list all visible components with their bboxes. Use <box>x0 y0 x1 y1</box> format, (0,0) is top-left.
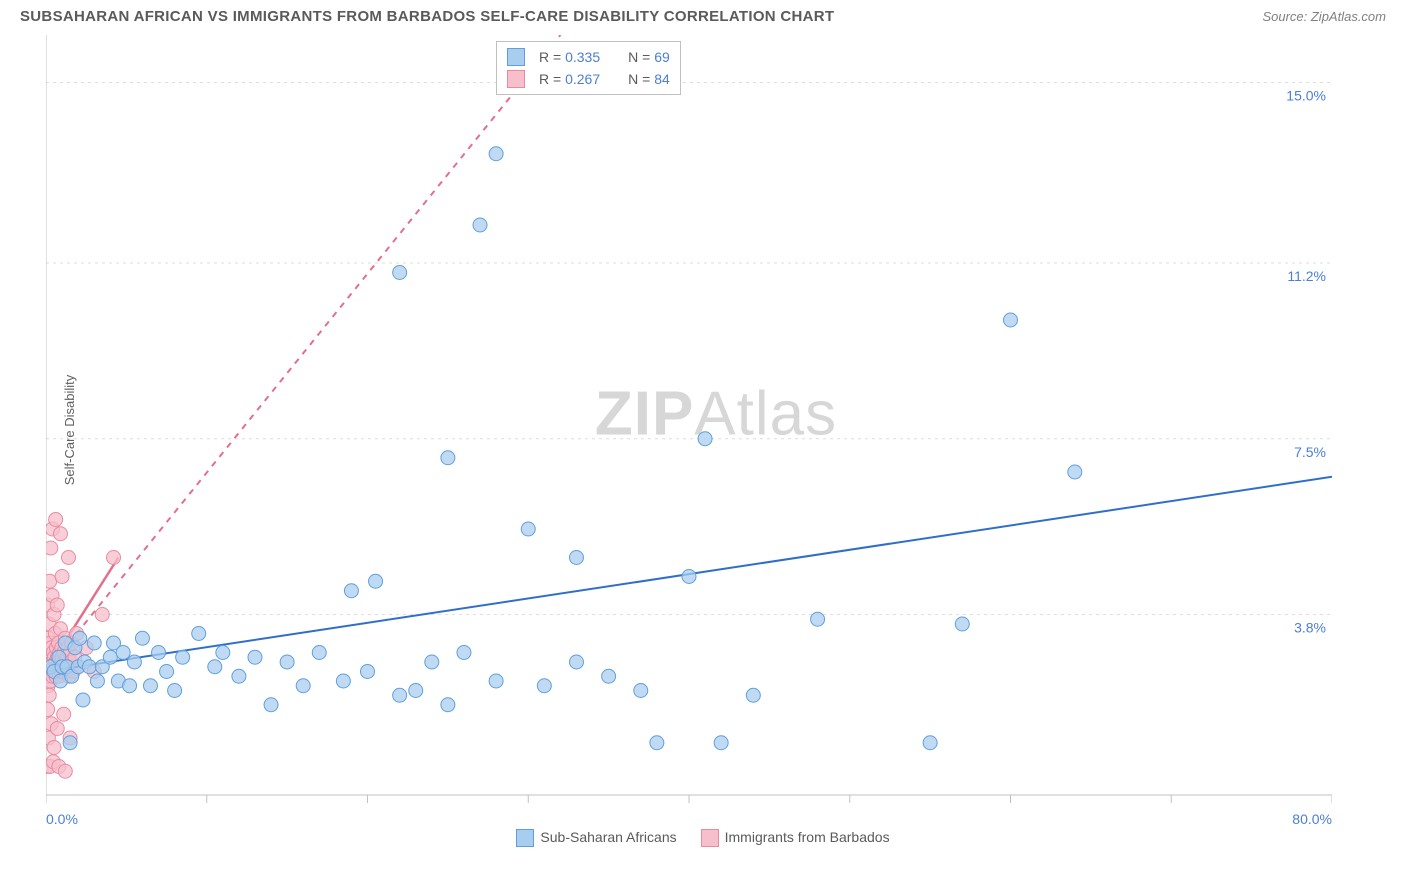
data-point <box>682 570 696 584</box>
data-point <box>47 741 61 755</box>
data-point <box>569 551 583 565</box>
data-point <box>46 703 55 717</box>
y-grid-label: 7.5% <box>1294 444 1326 460</box>
y-grid-label: 11.2% <box>1287 268 1326 284</box>
data-point <box>698 432 712 446</box>
data-point <box>569 655 583 669</box>
data-point <box>62 551 76 565</box>
data-point <box>473 218 487 232</box>
correlation-stats-box: R = 0.335N = 69R = 0.267N = 84 <box>496 41 681 95</box>
data-point <box>361 665 375 679</box>
scatter-plot-svg: 3.8% 7.5% 11.2% 15.0% <box>46 35 1332 815</box>
stats-swatch <box>507 70 525 88</box>
data-point <box>216 646 230 660</box>
data-point <box>46 541 58 555</box>
chart-header: SUBSAHARAN AFRICAN VS IMMIGRANTS FROM BA… <box>0 0 1406 29</box>
data-point <box>634 684 648 698</box>
data-point <box>489 147 503 161</box>
data-point <box>123 679 137 693</box>
data-point <box>87 636 101 650</box>
legend-bottom: Sub-Saharan Africans Immigrants from Bar… <box>0 829 1406 847</box>
data-point <box>1068 465 1082 479</box>
data-point <box>1004 313 1018 327</box>
chart-title: SUBSAHARAN AFRICAN VS IMMIGRANTS FROM BA… <box>20 8 834 25</box>
data-point <box>49 513 63 527</box>
data-point <box>409 684 423 698</box>
data-point <box>296 679 310 693</box>
legend-swatch-a <box>516 829 534 847</box>
data-point <box>650 736 664 750</box>
data-point <box>312 646 326 660</box>
data-point <box>127 655 141 669</box>
legend-swatch-b <box>701 829 719 847</box>
data-point <box>82 660 96 674</box>
data-point <box>46 688 56 702</box>
legend-item-a: Sub-Saharan Africans <box>516 829 676 847</box>
trend-line <box>46 35 560 672</box>
data-point <box>489 674 503 688</box>
stats-row: R = 0.335N = 69 <box>507 46 670 68</box>
data-point <box>369 574 383 588</box>
data-point <box>746 688 760 702</box>
data-point <box>116 646 130 660</box>
data-point <box>280 655 294 669</box>
data-point <box>55 570 69 584</box>
data-point <box>344 584 358 598</box>
data-point <box>58 764 72 778</box>
chart-source: Source: ZipAtlas.com <box>1262 9 1386 24</box>
data-point <box>95 608 109 622</box>
data-point <box>336 674 350 688</box>
data-point <box>168 684 182 698</box>
data-point <box>248 650 262 664</box>
data-point <box>714 736 728 750</box>
data-point <box>208 660 222 674</box>
data-point <box>955 617 969 631</box>
y-grid-label: 3.8% <box>1294 620 1326 636</box>
data-point <box>50 598 64 612</box>
data-point <box>53 527 67 541</box>
data-point <box>441 698 455 712</box>
data-point <box>160 665 174 679</box>
data-point <box>90 674 104 688</box>
data-point <box>143 679 157 693</box>
data-point <box>425 655 439 669</box>
data-point <box>393 266 407 280</box>
data-point <box>537 679 551 693</box>
data-point <box>50 722 64 736</box>
x-axis-min-label: 0.0% <box>46 811 78 827</box>
data-point <box>57 707 71 721</box>
legend-item-b: Immigrants from Barbados <box>701 829 890 847</box>
data-point <box>811 612 825 626</box>
data-point <box>457 646 471 660</box>
data-point <box>135 631 149 645</box>
data-point <box>232 669 246 683</box>
stats-swatch <box>507 48 525 66</box>
data-point <box>521 522 535 536</box>
data-point <box>602 669 616 683</box>
data-point <box>264 698 278 712</box>
data-point <box>107 551 121 565</box>
data-point <box>76 693 90 707</box>
data-point <box>393 688 407 702</box>
data-point <box>923 736 937 750</box>
data-point <box>73 631 87 645</box>
data-point <box>103 650 117 664</box>
stats-row: R = 0.267N = 84 <box>507 68 670 90</box>
x-axis-max-label: 80.0% <box>1292 811 1332 827</box>
chart-area: Self-Care Disability ZIPAtlas 3.8%7.5%11… <box>46 35 1386 825</box>
data-point <box>192 627 206 641</box>
data-point <box>441 451 455 465</box>
y-grid-label: 15.0% <box>1286 88 1326 104</box>
data-point <box>63 736 77 750</box>
data-point <box>152 646 166 660</box>
data-point <box>176 650 190 664</box>
